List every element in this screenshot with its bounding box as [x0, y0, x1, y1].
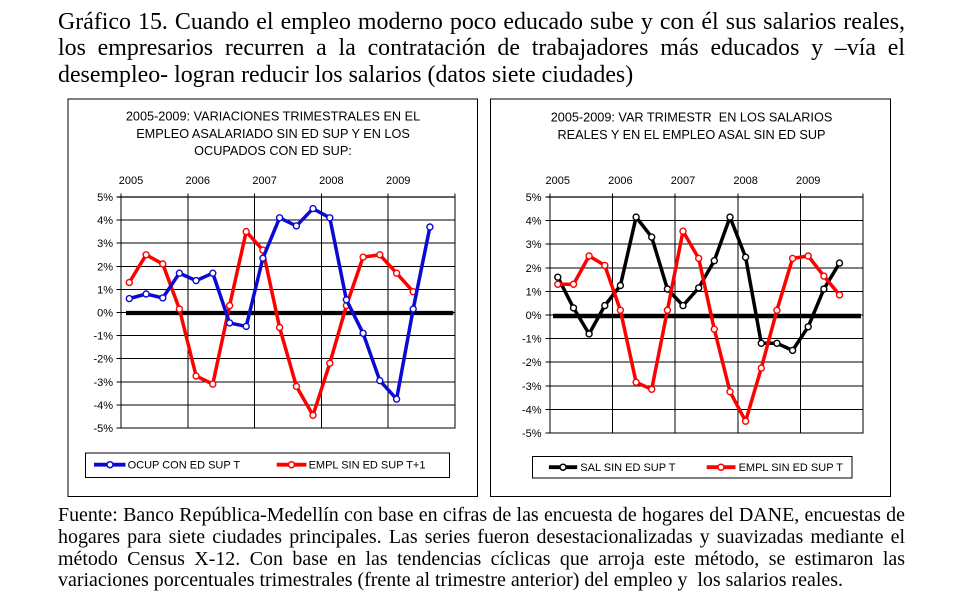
svg-text:-4%: -4%	[522, 404, 542, 416]
svg-text:-3%: -3%	[522, 381, 542, 393]
svg-text:2007: 2007	[671, 175, 695, 187]
svg-text:-2%: -2%	[522, 357, 542, 369]
svg-text:1%: 1%	[526, 286, 542, 298]
svg-text:-3%: -3%	[93, 377, 113, 389]
svg-text:3%: 3%	[97, 238, 113, 250]
svg-text:0%: 0%	[526, 310, 542, 322]
svg-text:EMPL SIN ED SUP T: EMPL SIN ED SUP T	[739, 462, 844, 474]
svg-text:-1%: -1%	[93, 331, 113, 343]
svg-text:-5%: -5%	[93, 423, 113, 435]
svg-text:5%: 5%	[97, 192, 113, 204]
svg-text:2009: 2009	[386, 175, 410, 187]
svg-text:EMPLEO ASALARIADO SIN ED SUP Y: EMPLEO ASALARIADO SIN ED SUP Y EN LOS	[136, 127, 410, 141]
svg-text:2006: 2006	[186, 175, 210, 187]
svg-text:2006: 2006	[608, 175, 632, 187]
svg-text:4%: 4%	[526, 216, 542, 228]
svg-text:2005-2009: VAR TRIMESTR EN LO: 2005-2009: VAR TRIMESTR EN LOS SALARIOS	[551, 111, 833, 125]
svg-text:SAL SIN ED SUP T: SAL SIN ED SUP T	[580, 462, 675, 474]
svg-text:4%: 4%	[97, 215, 113, 227]
svg-text:-1%: -1%	[522, 334, 542, 346]
svg-text:2005: 2005	[546, 175, 570, 187]
svg-text:2009: 2009	[796, 175, 820, 187]
svg-text:2008: 2008	[733, 175, 757, 187]
svg-text:OCUP CON ED SUP T: OCUP CON ED SUP T	[128, 460, 241, 472]
svg-text:OCUPADOS CON ED SUP:: OCUPADOS CON ED SUP:	[194, 144, 352, 158]
svg-text:2008: 2008	[319, 175, 343, 187]
svg-text:0%: 0%	[97, 308, 113, 320]
svg-text:REALES Y EN EL EMPLEO ASAL SIN: REALES Y EN EL EMPLEO ASAL SIN ED SUP	[558, 128, 826, 142]
svg-text:-4%: -4%	[93, 400, 113, 412]
svg-text:2005: 2005	[119, 175, 143, 187]
svg-text:2005-2009: VARIACIONES TRIMEST: 2005-2009: VARIACIONES TRIMESTRALES EN E…	[126, 110, 420, 124]
svg-text:EMPL SIN ED SUP T+1: EMPL SIN ED SUP T+1	[309, 460, 426, 472]
svg-text:1%: 1%	[97, 284, 113, 296]
svg-text:2007: 2007	[252, 175, 276, 187]
svg-text:5%: 5%	[526, 192, 542, 204]
svg-text:-2%: -2%	[93, 354, 113, 366]
svg-text:2%: 2%	[526, 263, 542, 275]
svg-text:-5%: -5%	[522, 428, 542, 440]
svg-text:3%: 3%	[526, 239, 542, 251]
svg-text:2%: 2%	[97, 261, 113, 273]
